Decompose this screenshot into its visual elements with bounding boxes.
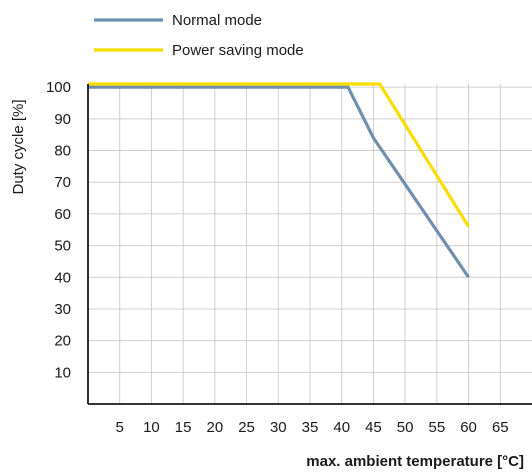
x-tick-label: 15 bbox=[175, 419, 192, 436]
series-line-normal-mode bbox=[88, 85, 470, 279]
y-tick-label: 30 bbox=[54, 301, 71, 318]
x-tick-label: 25 bbox=[238, 419, 255, 436]
legend: Normal mode Power saving mode bbox=[94, 12, 304, 59]
x-tick-label: 55 bbox=[429, 419, 446, 436]
legend-label: Normal mode bbox=[172, 12, 262, 29]
x-tick-label: 10 bbox=[143, 419, 160, 436]
x-tick-label: 45 bbox=[365, 419, 382, 436]
y-tick-label: 10 bbox=[54, 364, 71, 381]
x-tick-label: 35 bbox=[302, 419, 319, 436]
grid bbox=[88, 84, 532, 404]
y-tick-label: 50 bbox=[54, 238, 71, 255]
x-tick-label: 60 bbox=[460, 419, 477, 436]
x-tick-label: 5 bbox=[116, 419, 124, 436]
y-tick-label: 20 bbox=[54, 333, 71, 350]
series-lines bbox=[88, 82, 470, 279]
series-line-power-saving-mode bbox=[88, 82, 470, 228]
y-tick-label: 40 bbox=[54, 269, 71, 286]
y-tick-label: 70 bbox=[54, 174, 71, 191]
y-tick-labels: 10 20 30 40 50 60 70 80 90 100 bbox=[46, 79, 71, 381]
x-tick-label: 50 bbox=[397, 419, 414, 436]
x-tick-labels: 5 10 15 20 25 30 35 40 45 50 55 60 65 bbox=[116, 419, 509, 436]
y-axis-title: Duty cycle [%] bbox=[10, 99, 27, 194]
x-axis-title: max. ambient temperature [°C] bbox=[306, 453, 524, 470]
y-tick-label: 90 bbox=[54, 111, 71, 128]
legend-label: Power saving mode bbox=[172, 42, 304, 59]
y-tick-label: 80 bbox=[54, 143, 71, 160]
x-tick-label: 40 bbox=[333, 419, 350, 436]
y-tick-label: 100 bbox=[46, 79, 71, 96]
x-tick-label: 20 bbox=[207, 419, 224, 436]
x-tick-label: 30 bbox=[270, 419, 287, 436]
axes bbox=[87, 84, 532, 405]
x-tick-label: 65 bbox=[492, 419, 509, 436]
y-tick-label: 60 bbox=[54, 206, 71, 223]
